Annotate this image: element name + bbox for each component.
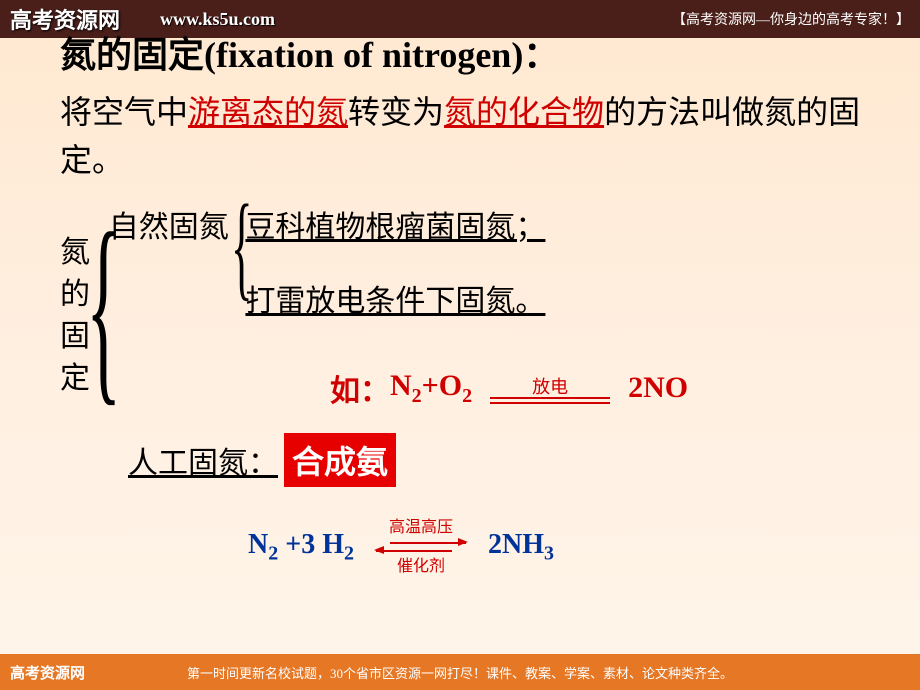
eq2-left: N2 +3 H2: [248, 529, 354, 566]
natural-item-2: 打雷放电条件下固氮。: [245, 276, 545, 320]
brace-icon: {: [231, 196, 253, 296]
condition-label: 放电: [532, 373, 568, 399]
branch-natural: 自然固氮 { 豆科植物根瘤菌固氮； 打雷放电条件下固氮。: [109, 202, 546, 320]
natural-items: 豆科植物根瘤菌固氮； 打雷放电条件下固氮。: [245, 202, 545, 320]
eq2-right: 2NH3: [488, 529, 554, 566]
slide-title: 氮的固定(fixation of nitrogen)：: [60, 26, 880, 78]
eq-prefix: 如：: [330, 366, 390, 410]
slide-content: 氮的固定(fixation of nitrogen)： 将空气中游离态的氮转变为…: [0, 38, 920, 412]
desc-pre: 将空气中: [60, 94, 188, 130]
artificial-label: 人工固氮：: [128, 438, 278, 482]
brace-icon: {: [86, 202, 121, 412]
eq-left: N2+O2: [390, 369, 472, 408]
eq-right: 2NO: [628, 371, 688, 405]
bottom-text: 第一时间更新名校试题，30个省市区资源一网打尽！课件、教案、学案、素材、论文种类…: [187, 663, 733, 682]
term-nitrogen-compound: 氮的化合物: [444, 94, 604, 130]
bottom-bar: 高考资源网 第一时间更新名校试题，30个省市区资源一网打尽！课件、教案、学案、素…: [0, 654, 920, 690]
equation-discharge: 如： N2+O2 放电 2NO: [330, 366, 688, 410]
condition-bot: 催化剂: [397, 557, 445, 576]
reaction-arrow: 放电: [490, 373, 610, 404]
natural-label: 自然固氮: [109, 202, 229, 246]
branch-artificial: 人工固氮： 合成氨: [128, 433, 396, 487]
reversible-arrow: 高温高压 催化剂: [376, 518, 466, 576]
term-free-nitrogen: 游离态的氮: [188, 94, 348, 130]
description: 将空气中游离态的氮转变为氮的化合物的方法叫做氮的固定。: [60, 88, 880, 184]
desc-mid: 转变为: [348, 94, 444, 130]
natural-item-1: 豆科植物根瘤菌固氮；: [245, 202, 545, 246]
equation-ammonia: N2 +3 H2 高温高压 催化剂 2NH3: [248, 518, 554, 576]
bottom-logo: 高考资源网: [10, 662, 85, 683]
condition-top: 高温高压: [389, 518, 453, 537]
ammonia-box: 合成氨: [284, 433, 396, 487]
